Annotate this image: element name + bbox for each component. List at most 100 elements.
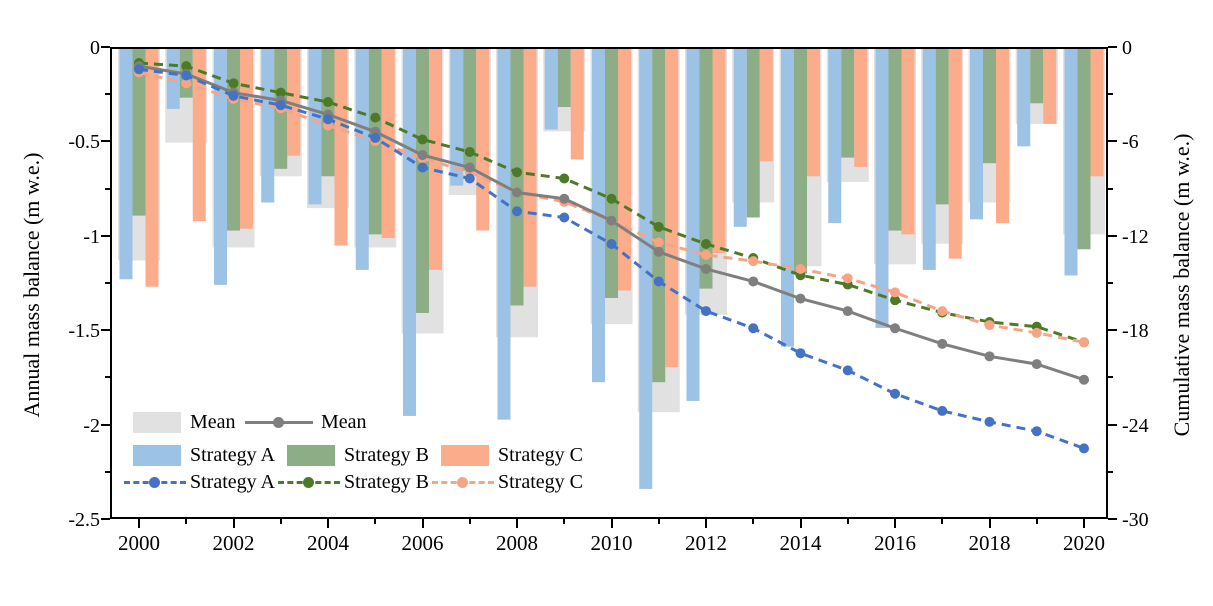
bar-strategy-c [807, 49, 820, 177]
left-axis-major-tick [101, 140, 110, 143]
bar-strategy-a [781, 49, 794, 347]
x-axis-major-tick [799, 519, 802, 528]
x-axis-minor-tick [563, 519, 566, 524]
bar-strategy-a [686, 49, 700, 401]
point-strategy-b [464, 146, 475, 157]
left-axis-tick-label: -1 [83, 225, 100, 248]
point-strategy-a [370, 132, 381, 143]
x-axis-tick-label: 2002 [212, 531, 255, 555]
bar-strategy-b [132, 49, 146, 216]
x-axis-major-tick [138, 519, 140, 528]
point-strategy-a [464, 173, 475, 184]
point-strategy-a [890, 388, 900, 399]
left-axis-major-tick [101, 518, 110, 520]
point-strategy-b [701, 239, 711, 249]
right-axis-major-tick [1108, 234, 1117, 237]
x-axis-tick-label: 2014 [779, 531, 822, 555]
bar-strategy-b [463, 49, 477, 171]
bar-strategy-a [922, 49, 936, 270]
point-strategy-c [890, 287, 900, 298]
point-mean [559, 193, 570, 204]
point-mean [606, 215, 617, 226]
left-axis-major-tick [101, 329, 110, 332]
point-mean [1079, 374, 1089, 385]
point-strategy-b [417, 134, 428, 145]
point-strategy-c [842, 273, 853, 284]
point-mean [653, 246, 664, 257]
x-axis-minor-tick [468, 519, 471, 524]
point-strategy-a [512, 206, 522, 217]
point-mean [1031, 359, 1042, 370]
right-axis-tick-label: -12 [1122, 225, 1149, 248]
bar-strategy-a [119, 49, 133, 280]
x-axis-major-tick [421, 519, 424, 528]
bar-strategy-a [403, 49, 416, 416]
point-strategy-b [323, 97, 333, 108]
x-axis-minor-tick [374, 519, 377, 524]
right-axis-major-tick [1108, 423, 1117, 426]
point-strategy-b [559, 173, 570, 184]
point-strategy-b [275, 87, 286, 98]
right-axis-minor-tick [1108, 282, 1113, 284]
bar-strategy-a [308, 49, 322, 205]
x-axis-minor-tick [752, 519, 755, 524]
bar-strategy-a [450, 49, 464, 186]
left-axis-major-tick [101, 423, 110, 426]
point-strategy-b [512, 167, 522, 178]
bar-strategy-a [970, 49, 983, 220]
point-strategy-a [606, 239, 617, 249]
bar-strategy-c [381, 49, 395, 239]
left-axis-tick-label: 0 [90, 37, 100, 59]
x-axis-major-tick [1083, 519, 1085, 528]
right-axis-major-tick [1108, 329, 1117, 332]
point-strategy-c [984, 320, 995, 331]
bar-strategy-a [261, 49, 275, 203]
left-axis-title: Annual mass balance (m w.e.) [19, 152, 44, 418]
bar-strategy-c [476, 49, 490, 231]
x-axis-major-tick [232, 519, 235, 528]
bar-strategy-c [192, 49, 206, 222]
point-strategy-c [937, 306, 948, 317]
point-strategy-b [606, 193, 617, 204]
point-mean [984, 351, 995, 362]
chart-canvas [118, 49, 1105, 489]
right-axis-tick-label: 0 [1122, 37, 1132, 59]
point-strategy-a [842, 365, 853, 376]
bar-strategy-b [557, 49, 571, 108]
x-axis-tick-label: 2020 [1063, 531, 1105, 555]
x-axis-tick-label: 2008 [496, 531, 538, 555]
left-axis-minor-tick [105, 376, 110, 379]
point-mean [937, 338, 948, 349]
x-axis-tick-label: 2012 [685, 531, 727, 555]
right-axis-minor-tick [1108, 187, 1113, 190]
bar-strategy-b [794, 49, 807, 274]
point-strategy-c [181, 78, 192, 89]
left-axis-minor-tick [105, 187, 110, 190]
bar-strategy-b [699, 49, 713, 289]
point-mean [701, 263, 711, 274]
right-axis-title: Cumulative mass balance (m w.e.) [1169, 133, 1194, 437]
point-strategy-a [795, 348, 806, 359]
x-axis-tick-label: 2006 [401, 531, 444, 555]
point-strategy-c [701, 249, 711, 260]
point-strategy-c [748, 256, 759, 267]
point-strategy-c [1031, 327, 1042, 338]
bar-strategy-a [733, 49, 747, 227]
point-strategy-c [653, 237, 664, 248]
point-strategy-b [890, 295, 900, 306]
bar-strategy-c [665, 49, 679, 368]
point-strategy-a [1079, 443, 1089, 454]
x-axis-minor-tick [941, 519, 944, 524]
x-axis-major-tick [610, 519, 613, 528]
bar-strategy-a [544, 49, 558, 130]
point-strategy-a [323, 114, 333, 125]
x-axis-tick-label: 2010 [590, 531, 633, 555]
point-mean [748, 276, 759, 287]
left-axis-minor-tick [105, 470, 110, 473]
right-axis-tick-label: -30 [1122, 509, 1149, 531]
bar-strategy-c [240, 49, 253, 229]
bar-strategy-c [712, 49, 726, 254]
x-axis-major-tick [705, 519, 707, 528]
bar-strategy-b [841, 49, 855, 158]
point-strategy-a [134, 64, 144, 75]
